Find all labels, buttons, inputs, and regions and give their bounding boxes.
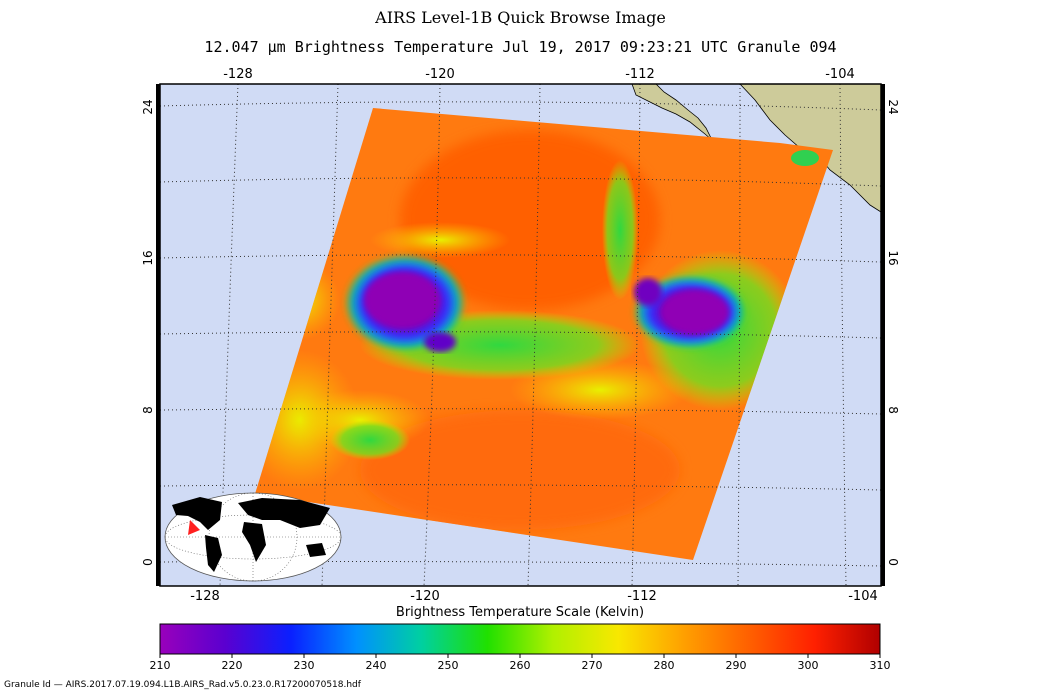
lon-tick-top: -112	[625, 67, 655, 82]
colorbar-tick-label: 260	[510, 659, 531, 672]
colorbar-tick-label: 230	[294, 659, 315, 672]
swath-yellow-patch	[370, 222, 510, 258]
lon-tick-top: -128	[223, 67, 253, 82]
lat-tick-left: 0	[141, 558, 155, 566]
lon-tick-bottom: -120	[410, 589, 440, 604]
colorbar-tick-label: 270	[582, 659, 603, 672]
colorbar-tick-label: 300	[798, 659, 819, 672]
swath-green-band	[602, 160, 638, 300]
swath-orange-patch	[400, 130, 660, 310]
lon-tick-bottom: -104	[848, 589, 878, 604]
right-spine	[881, 84, 885, 586]
storm-west-tail	[424, 332, 456, 352]
colorbar-tick-label: 210	[150, 659, 171, 672]
granule-id: Granule Id — AIRS.2017.07.19.094.L1B.AIR…	[4, 680, 361, 690]
inset-globe	[164, 492, 342, 582]
lat-tick-left: 16	[141, 250, 155, 265]
storm-west-core	[364, 272, 440, 328]
lat-tick-right: 8	[886, 406, 900, 414]
graticule	[160, 84, 881, 586]
colorbar-title: Brightness Temperature Scale (Kelvin)	[395, 605, 645, 620]
lat-tick-right: 16	[886, 250, 900, 265]
storm-east-north	[634, 278, 662, 306]
colorbar	[159, 623, 881, 655]
left-spine	[156, 84, 160, 586]
swath-green-band	[791, 150, 819, 166]
colorbar-tick-label: 240	[366, 659, 387, 672]
colorbar-tick-label: 250	[438, 659, 459, 672]
lat-tick-right: 0	[886, 558, 900, 566]
lat-tick-left: 8	[141, 406, 155, 414]
subtitle: 12.047 μm Brightness Temperature Jul 19,…	[204, 38, 837, 56]
colorbar-tick-label: 290	[726, 659, 747, 672]
lat-tick-right: 24	[886, 99, 900, 114]
lon-tick-bottom: -112	[627, 589, 657, 604]
swath-green-band	[330, 420, 410, 460]
lon-tick-top: -120	[425, 67, 455, 82]
swath-orange-patch	[360, 410, 680, 530]
granule-location-marker	[188, 520, 200, 535]
storm-east-core	[661, 290, 729, 334]
lat-tick-left: 24	[141, 99, 155, 114]
colorbar-tick-label: 310	[870, 659, 891, 672]
lon-tick-bottom: -128	[190, 589, 220, 604]
colorbar-tick-label: 280	[654, 659, 675, 672]
main-title: AIRS Level-1B Quick Browse Image	[375, 8, 666, 27]
colorbar-tick-label: 220	[222, 659, 243, 672]
lon-tick-top: -104	[825, 67, 855, 82]
